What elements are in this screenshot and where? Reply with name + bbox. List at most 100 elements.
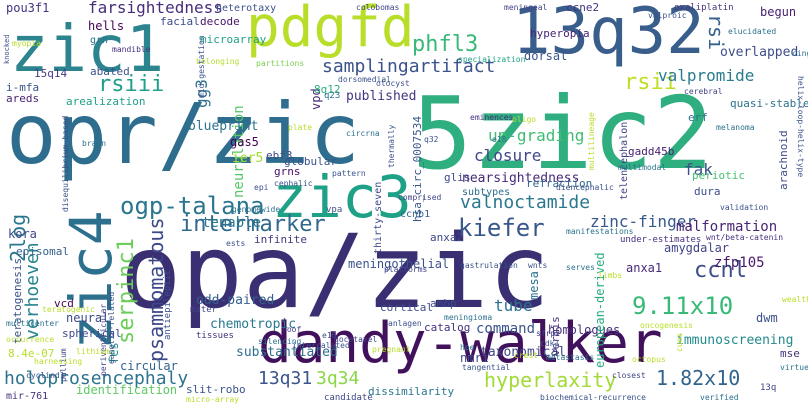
word: begun bbox=[760, 5, 797, 19]
word: 1.82x10 bbox=[656, 366, 741, 390]
word: samplingartifact bbox=[322, 56, 496, 77]
word: kora bbox=[8, 227, 37, 241]
word: hpe bbox=[460, 343, 475, 352]
word: mater bbox=[190, 305, 218, 315]
word: dorsomedial bbox=[338, 75, 391, 84]
word: harnessing bbox=[34, 357, 83, 366]
word: infinite bbox=[254, 233, 307, 246]
word: vcd bbox=[54, 297, 74, 310]
word: anlagen bbox=[388, 319, 422, 328]
word: zinc-finger bbox=[590, 212, 696, 231]
word: ccnb1 bbox=[400, 209, 431, 220]
word: spherical bbox=[62, 327, 122, 340]
word: gastrulation bbox=[460, 261, 518, 270]
word: multimodal bbox=[618, 163, 667, 172]
word: colobomas bbox=[356, 3, 400, 12]
word: hyperlaxity bbox=[484, 368, 617, 392]
word: valpromide bbox=[658, 66, 755, 85]
word: grn bbox=[90, 35, 109, 46]
word: catalog bbox=[424, 321, 471, 334]
word: up-grading bbox=[488, 126, 585, 145]
word: episomal bbox=[16, 245, 69, 258]
word: roof bbox=[282, 325, 302, 334]
word: valproic bbox=[648, 11, 687, 20]
word: silencing bbox=[258, 337, 302, 346]
word: cingulate bbox=[792, 49, 808, 58]
word: antiepileptic bbox=[163, 269, 173, 340]
word: tube bbox=[494, 296, 533, 315]
word: substantiated bbox=[236, 345, 338, 360]
word: chemotropic bbox=[210, 317, 297, 332]
word: disequilibrium-based bbox=[61, 115, 70, 212]
word: kiefer bbox=[458, 214, 545, 242]
word: european-derived bbox=[593, 252, 607, 368]
word: heterotaxy bbox=[216, 3, 277, 14]
word: periotic bbox=[692, 169, 745, 182]
word: overlapped bbox=[720, 45, 799, 60]
word: cephalic bbox=[274, 179, 313, 188]
word: arealization bbox=[66, 95, 146, 108]
word: 13q bbox=[760, 383, 777, 393]
word: micro-array bbox=[186, 395, 239, 404]
word: wnts bbox=[528, 261, 548, 270]
word: command bbox=[476, 321, 536, 337]
word: rsii bbox=[624, 70, 677, 95]
word: 15q14 bbox=[34, 67, 68, 80]
word: abated bbox=[90, 65, 130, 78]
word: multilineage bbox=[587, 112, 596, 170]
word: arachnoid bbox=[777, 130, 790, 190]
word: ccne2 bbox=[566, 1, 600, 14]
word: rsiii bbox=[98, 72, 165, 97]
word: zic1 bbox=[10, 13, 165, 87]
word: meningothelial bbox=[348, 257, 450, 271]
word: pregnant bbox=[372, 345, 411, 354]
word: homologues bbox=[548, 323, 621, 337]
word: eminences bbox=[470, 113, 514, 122]
word: oncogenesis bbox=[640, 321, 693, 330]
word: teratogenesis bbox=[11, 257, 24, 344]
word: published bbox=[346, 89, 417, 104]
word: plate bbox=[288, 123, 313, 132]
word: nmri bbox=[460, 351, 489, 365]
word: candidate bbox=[324, 393, 373, 403]
word: globular bbox=[284, 155, 337, 168]
word: cerebral bbox=[684, 87, 723, 96]
word: 5zic2 bbox=[412, 75, 714, 192]
word: tissues bbox=[196, 331, 234, 341]
word: wealth bbox=[782, 295, 808, 304]
word: grns bbox=[274, 165, 301, 178]
word: mandible bbox=[112, 45, 151, 54]
word: partitions bbox=[256, 59, 305, 68]
word: e16 bbox=[322, 331, 337, 340]
word: mse bbox=[780, 347, 800, 360]
word: platforms bbox=[384, 265, 428, 274]
word: genomewide bbox=[232, 205, 281, 214]
word: 13q32 bbox=[512, 0, 705, 69]
word: mid-gestation bbox=[197, 35, 206, 98]
word: ogp-talana bbox=[120, 192, 265, 220]
word: closure bbox=[474, 146, 542, 165]
word: i-mfa bbox=[6, 81, 40, 94]
word: mir-761 bbox=[6, 391, 49, 402]
word: specialization bbox=[458, 55, 526, 64]
word: e18 bbox=[492, 135, 507, 144]
word: slit-robo bbox=[186, 383, 246, 396]
word: cyclind1 bbox=[26, 371, 65, 380]
word: anxa2 bbox=[430, 231, 464, 244]
word: lithium bbox=[76, 347, 110, 356]
word: identification bbox=[76, 383, 178, 397]
word: virtue bbox=[780, 363, 808, 372]
word: subtypes bbox=[462, 187, 511, 198]
word: 9.11x10 bbox=[632, 292, 734, 320]
word: dissimilarity bbox=[368, 385, 455, 398]
word: otocyst bbox=[376, 79, 410, 88]
word: 13q31 bbox=[258, 368, 313, 389]
word: circular bbox=[120, 359, 178, 373]
word: verified bbox=[700, 393, 739, 402]
word: zfp105 bbox=[714, 255, 765, 271]
word: closest bbox=[612, 371, 646, 380]
word: cortical bbox=[380, 301, 433, 314]
word: 8q12 bbox=[314, 83, 341, 96]
word: validation bbox=[720, 203, 769, 212]
word: telencephalon bbox=[619, 121, 630, 200]
